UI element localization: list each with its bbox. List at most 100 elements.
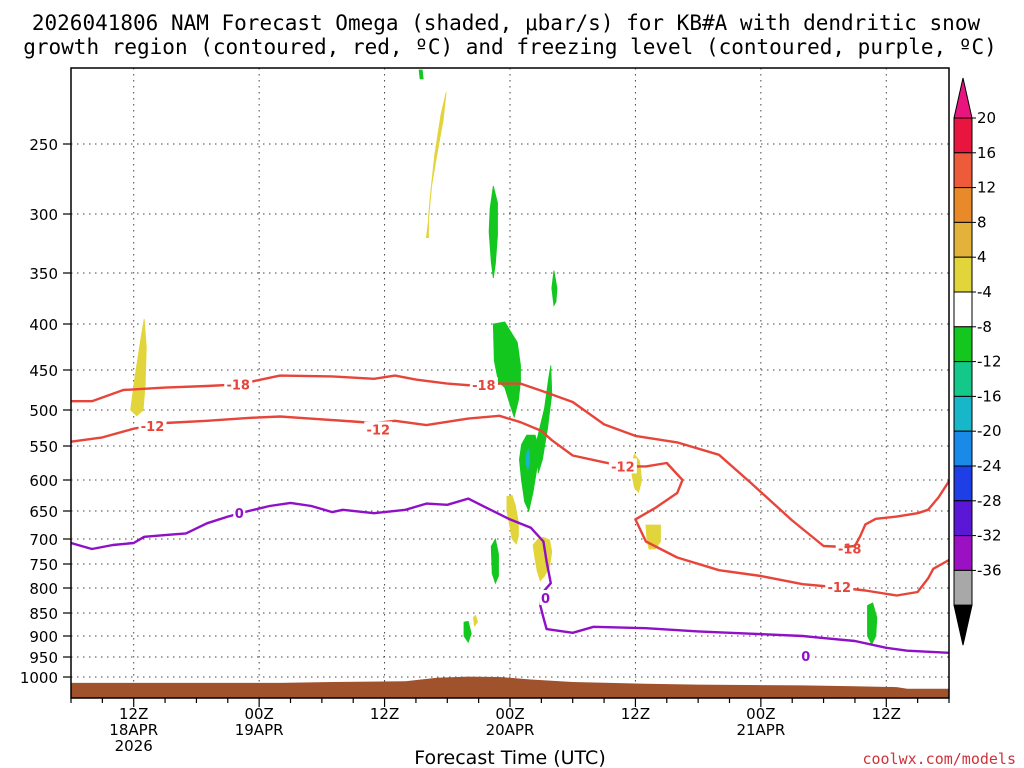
contour-label: -18: [226, 378, 250, 393]
colorbar-label: -8: [977, 318, 992, 336]
y-axis: 250 300 350 400 450 500 550 600 650 700 750 800 850 9…: [20, 136, 71, 687]
x-tick-label: 00Z: [495, 705, 524, 723]
x-tick-label: 19APR: [235, 721, 284, 739]
contour-label-bg: [224, 376, 253, 392]
x-tick-label: 18APR: [109, 721, 158, 739]
colorbar-swatch: [953, 221, 973, 258]
y-tick-label: 400: [29, 316, 58, 334]
contour-label: -12: [828, 581, 852, 596]
omega-patch: [472, 614, 479, 627]
colorbar-swatch: [953, 152, 973, 189]
colorbar-label: -24: [977, 457, 1002, 475]
x-tick-label: 2026: [115, 737, 153, 755]
contour-label: -18: [472, 379, 496, 394]
omega-patch: [551, 270, 558, 307]
colorbar-label: -32: [977, 527, 1002, 545]
colorbar-label: -16: [977, 387, 1002, 405]
contour-label: 0: [801, 650, 810, 665]
y-tick-label: 450: [29, 362, 58, 380]
y-tick-label: 650: [29, 503, 58, 521]
contour-label: 0: [541, 592, 550, 607]
contour-line: [844, 480, 951, 549]
y-tick-label: 250: [29, 136, 58, 154]
contour-label: -12: [367, 423, 391, 438]
omega-patch: [488, 185, 498, 279]
terrain: [71, 676, 949, 698]
y-tick-label: 350: [29, 265, 58, 283]
colorbar-label: 8: [977, 213, 987, 231]
colorbar-swatch: [953, 291, 973, 328]
chart-title-line-1: 2026041806 NAM Forecast Omega (shaded, μ…: [32, 11, 981, 35]
terrain-fill: [71, 676, 949, 698]
colorbar-label: -20: [977, 422, 1002, 440]
y-tick-label: 500: [29, 402, 58, 420]
contour-line: [70, 497, 950, 654]
omega-shading: [130, 69, 878, 646]
colorbar-swatch: [953, 430, 973, 467]
y-tick-label: 600: [29, 472, 58, 490]
colorbar-swatch: [953, 465, 973, 502]
x-tick-label: 12Z: [370, 705, 399, 723]
contour-label-bg: [364, 421, 393, 437]
colorbar: 20 16 12 8 4 -4 -8 -12 -16 -20 -24 -28 -32 -36: [953, 77, 1002, 646]
x-tick-label: 12Z: [872, 705, 901, 723]
y-tick-label: 300: [29, 206, 58, 224]
colorbar-bottom-arrow: [953, 604, 973, 646]
colorbar-label: 12: [977, 179, 996, 197]
colorbar-label: -36: [977, 561, 1002, 579]
omega-patch: [867, 602, 878, 646]
colorbar-label: 20: [977, 109, 996, 127]
x-tick-label: 12Z: [119, 705, 148, 723]
contour-label-bg: [608, 458, 637, 474]
colorbar-swatch: [953, 117, 973, 154]
contour-label-bg: [138, 417, 167, 433]
omega-patch: [425, 92, 447, 238]
contour-label-bg: [233, 505, 246, 521]
colorbar-swatch: [953, 500, 973, 537]
colorbar-label: -12: [977, 353, 1002, 371]
plot-area: -18 -18 -18 -12 -12 -12 -12 0 0 0: [70, 67, 951, 699]
y-tick-label: 1000: [20, 669, 58, 687]
colorbar-swatch: [953, 569, 973, 606]
colorbar-label: 16: [977, 144, 996, 162]
y-tick-label: 750: [29, 556, 58, 574]
contour-label: 0: [235, 507, 244, 522]
y-tick-label: 550: [29, 438, 58, 456]
x-axis-label: Forecast Time (UTC): [414, 747, 605, 768]
y-tick-label: 850: [29, 605, 58, 623]
contour-label-bg: [799, 648, 812, 664]
x-tick-label: 20APR: [486, 721, 535, 739]
y-tick-label: 800: [29, 580, 58, 598]
colorbar-label: -4: [977, 283, 992, 301]
contour-label-bg: [539, 590, 552, 605]
contour-label: -18: [838, 543, 862, 558]
omega-patch: [130, 318, 147, 417]
x-tick-label: 00Z: [244, 705, 273, 723]
x-tick-label: 12Z: [621, 705, 650, 723]
x-tick-label: 00Z: [746, 705, 775, 723]
colorbar-swatch: [953, 361, 973, 397]
omega-patch: [518, 434, 540, 513]
omega-patch: [490, 537, 499, 585]
omega-patch: [525, 448, 531, 472]
x-tick-label: 21APR: [736, 721, 785, 739]
colorbar-swatch: [953, 326, 973, 363]
contour-label-bg: [469, 377, 498, 393]
contour-label: -12: [141, 420, 165, 435]
y-tick-label: 900: [29, 628, 58, 646]
colorbar-swatch: [953, 395, 973, 432]
contour-label: -12: [611, 460, 635, 475]
chart-title-line-2: growth region (contoured, red, ºC) and f…: [23, 35, 997, 59]
colorbar-label: -28: [977, 492, 1002, 510]
contours: -18 -18 -18 -12 -12 -12 -12 0 0 0: [70, 374, 951, 665]
colorbar-top-arrow: [953, 77, 973, 119]
colorbar-swatch: [953, 256, 973, 293]
contour-label-bg: [825, 579, 854, 595]
colorbar-label: 4: [977, 248, 987, 266]
colorbar-swatch: [953, 187, 973, 223]
y-tick-label: 950: [29, 649, 58, 667]
credit-link[interactable]: coolwx.com/models: [862, 750, 1016, 768]
y-tick-label: 700: [29, 531, 58, 549]
omega-patch: [463, 620, 472, 644]
